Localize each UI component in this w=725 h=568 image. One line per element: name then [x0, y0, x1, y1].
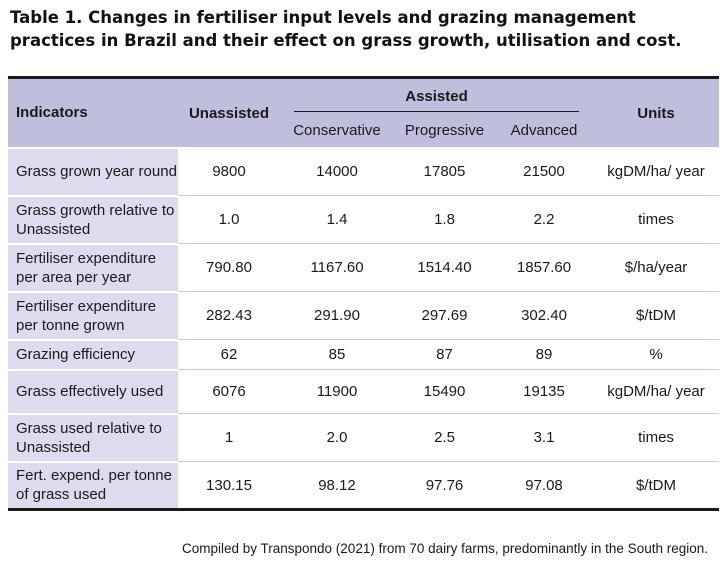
cell-advanced: 21500 [495, 147, 594, 196]
cell-advanced: 302.40 [495, 291, 594, 340]
table-row: Grazing efficiency 62 85 87 89 % [8, 338, 720, 370]
table-row: Fertiliser expenditure per area per year… [8, 242, 720, 292]
cell-conservative: 1167.60 [280, 243, 394, 292]
table-row: Fert. expend. per tonne of grass used 13… [8, 460, 720, 511]
cell-progressive: 97.76 [394, 461, 495, 511]
cell-unassisted: 282.43 [178, 291, 280, 340]
header-assisted-label: Assisted [294, 80, 580, 112]
cell-progressive: 17805 [394, 147, 495, 196]
table-row: Grass used relative to Unassisted 1 2.0 … [8, 412, 720, 462]
cell-unassisted: 1.0 [178, 195, 280, 244]
header-assisted: Assisted [280, 76, 594, 113]
cell-units: kgDM/ha/ year [593, 147, 720, 196]
cell-conservative: 291.90 [280, 291, 394, 340]
cell-conservative: 98.12 [280, 461, 394, 511]
table-row: Fertiliser expenditure per tonne grown 2… [8, 290, 720, 340]
cell-unassisted: 790.80 [178, 243, 280, 292]
cell-progressive: 1514.40 [394, 243, 495, 292]
row-indicator: Fert. expend. per tonne of grass used [8, 460, 178, 511]
cell-conservative: 85 [280, 339, 394, 370]
cell-progressive: 2.5 [394, 413, 495, 462]
row-indicator: Fertiliser expenditure per tonne grown [8, 290, 178, 340]
cell-unassisted: 9800 [178, 147, 280, 196]
row-indicator: Fertiliser expenditure per area per year [8, 242, 178, 292]
cell-units: $/tDM [593, 291, 720, 340]
cell-unassisted: 62 [178, 339, 280, 370]
cell-advanced: 89 [495, 339, 594, 370]
table-row: Grass effectively used 6076 11900 15490 … [8, 368, 720, 414]
table-row: Grass grown year round 9800 14000 17805 … [8, 146, 720, 196]
table-row: Grass growth relative to Unassisted 1.0 … [8, 194, 720, 244]
cell-unassisted: 6076 [178, 369, 280, 414]
row-indicator: Grass used relative to Unassisted [8, 412, 178, 462]
header-advanced: Advanced [495, 113, 594, 148]
source-caption: Compiled by Transpondo (2021) from 70 da… [181, 541, 708, 556]
table-title: Table 1. Changes in fertiliser input lev… [10, 8, 682, 50]
cell-units: times [593, 195, 720, 244]
data-table: Indicators Unassisted Assisted Units Con… [8, 76, 720, 511]
cell-progressive: 1.8 [394, 195, 495, 244]
cell-units: $/ha/year [593, 243, 720, 292]
cell-conservative: 11900 [280, 369, 394, 414]
cell-conservative: 2.0 [280, 413, 394, 462]
cell-units: $/tDM [593, 461, 720, 511]
row-indicator: Grass effectively used [8, 368, 178, 414]
cell-unassisted: 130.15 [178, 461, 280, 511]
cell-advanced: 19135 [495, 369, 594, 414]
header-unassisted: Unassisted [178, 76, 280, 148]
header-units: Units [593, 76, 720, 148]
cell-unassisted: 1 [178, 413, 280, 462]
cell-advanced: 97.08 [495, 461, 594, 511]
cell-progressive: 87 [394, 339, 495, 370]
cell-progressive: 297.69 [394, 291, 495, 340]
cell-units: kgDM/ha/ year [593, 369, 720, 414]
cell-units: % [593, 339, 720, 370]
cell-conservative: 1.4 [280, 195, 394, 244]
header-conservative: Conservative [280, 113, 394, 148]
cell-advanced: 3.1 [495, 413, 594, 462]
cell-advanced: 2.2 [495, 195, 594, 244]
cell-progressive: 15490 [394, 369, 495, 414]
cell-advanced: 1857.60 [495, 243, 594, 292]
row-indicator: Grass growth relative to Unassisted [8, 194, 178, 244]
header-progressive: Progressive [394, 113, 495, 148]
row-indicator: Grass grown year round [8, 146, 178, 196]
row-indicator: Grazing efficiency [8, 338, 178, 370]
header-indicators: Indicators [8, 76, 178, 148]
cell-units: times [593, 413, 720, 462]
cell-conservative: 14000 [280, 147, 394, 196]
